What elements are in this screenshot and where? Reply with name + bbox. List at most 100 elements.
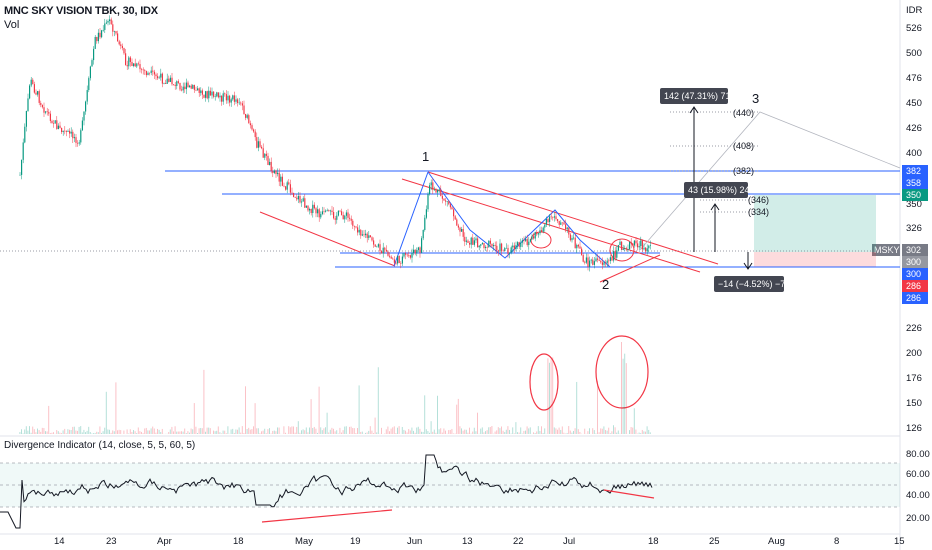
volume-bar xyxy=(19,432,21,434)
volume-bar xyxy=(158,429,160,434)
volume-bar xyxy=(435,432,437,434)
candle-body xyxy=(64,130,66,132)
volume-bar xyxy=(37,428,38,434)
candle-body xyxy=(131,61,133,67)
candle-body xyxy=(605,262,607,264)
candle-body xyxy=(197,88,199,91)
price-axis[interactable]: 526 500 476 450 426 400 350 326 xyxy=(906,23,922,234)
candle-body xyxy=(125,53,127,65)
volume-bar xyxy=(601,428,603,434)
volume-bar xyxy=(339,427,341,434)
volume-bar xyxy=(646,426,648,434)
volume-bar xyxy=(461,428,462,434)
volume-bar xyxy=(22,433,24,434)
volume-bar xyxy=(485,431,486,434)
candle-body xyxy=(368,235,370,238)
candle-body xyxy=(576,244,578,249)
volume-bar xyxy=(309,427,310,434)
long-position-loss-zone[interactable] xyxy=(754,252,876,267)
divergence-line xyxy=(261,509,393,523)
volume-bar xyxy=(262,430,264,434)
volume-axis[interactable]: 226 200 176 150 126 xyxy=(906,323,922,434)
candle-body xyxy=(413,249,415,253)
measure-box-big[interactable] xyxy=(660,88,728,104)
candlestick-series[interactable] xyxy=(19,15,651,272)
time-tick: 25 xyxy=(709,536,720,547)
candle-body xyxy=(456,219,458,226)
candle-body xyxy=(137,63,139,65)
symbol-title[interactable]: MNC SKY VISION TBK, 30, IDX xyxy=(4,5,158,17)
fib-levels[interactable] xyxy=(670,111,760,213)
measure-box-small[interactable] xyxy=(684,182,748,198)
volume-label[interactable]: Vol xyxy=(4,19,20,31)
volume-bar xyxy=(241,426,243,434)
volume-bar xyxy=(64,428,66,434)
volume-bar xyxy=(208,427,210,434)
candle-body xyxy=(229,95,231,103)
volume-bar xyxy=(424,395,426,434)
volume-bar xyxy=(153,428,155,434)
volume-bar xyxy=(390,428,392,434)
candle-body xyxy=(360,229,362,236)
candle-body xyxy=(406,254,408,256)
candle-body xyxy=(153,71,155,75)
wave-path[interactable] xyxy=(427,171,611,268)
volume-bar xyxy=(133,430,134,434)
candle-body xyxy=(464,236,466,242)
volume-bar xyxy=(326,412,328,434)
volume-bar xyxy=(331,427,333,434)
price-tick: 350 xyxy=(906,199,922,210)
candle-body xyxy=(590,259,592,261)
candle-body xyxy=(565,224,567,230)
volume-bar xyxy=(621,341,622,434)
volume-bar xyxy=(467,432,469,434)
candle-body xyxy=(608,260,610,262)
candle-body xyxy=(195,89,197,91)
candle-body xyxy=(174,84,176,86)
time-tick: 23 xyxy=(106,536,117,547)
time-tick: 22 xyxy=(513,536,524,547)
volume-bar xyxy=(169,429,171,434)
volume-bar xyxy=(629,430,630,434)
volume-bar xyxy=(622,358,624,434)
volume-bar xyxy=(352,428,354,434)
candle-body xyxy=(614,251,616,258)
volume-bar xyxy=(30,432,32,434)
time-axis[interactable]: 14 23 Apr 18 May 19 Jun 13 22 Jul 18 25 … xyxy=(54,536,905,547)
wave-path[interactable] xyxy=(393,171,429,267)
volume-bar xyxy=(297,421,299,434)
indicator-line[interactable] xyxy=(0,454,653,529)
candle-body xyxy=(582,254,584,262)
volume-bar xyxy=(46,431,48,434)
candle-body xyxy=(29,85,31,99)
candle-body xyxy=(85,101,87,112)
candle-body xyxy=(173,84,175,85)
volume-bar xyxy=(568,426,570,434)
indicator-title[interactable]: Divergence Indicator (14, close, 5, 5, 6… xyxy=(4,440,196,451)
candle-body xyxy=(249,123,251,126)
volume-bar xyxy=(201,428,203,434)
candle-body xyxy=(536,231,538,235)
candle-body xyxy=(22,142,24,160)
candle-body xyxy=(53,123,55,124)
volume-bar xyxy=(486,430,488,434)
candle-body xyxy=(445,200,447,202)
candle-body xyxy=(625,248,627,250)
volume-bar xyxy=(304,430,306,434)
volume-bar xyxy=(539,430,541,434)
candle-body xyxy=(637,243,639,248)
volume-bar xyxy=(139,431,141,434)
long-position-profit-zone[interactable] xyxy=(754,195,876,252)
volume-bar xyxy=(110,432,112,434)
volume-bar xyxy=(97,432,99,434)
measure-box-down[interactable] xyxy=(714,276,784,292)
volume-bar xyxy=(149,430,150,434)
volume-bar xyxy=(321,430,323,434)
indicator-axis[interactable]: 80.00 60.00 40.00 20.00 xyxy=(906,449,930,524)
volume-bar xyxy=(385,429,387,434)
volume-bar xyxy=(134,431,136,434)
trend-channels[interactable] xyxy=(259,171,719,283)
wave-label-3: 3 xyxy=(752,91,759,106)
volume-bar xyxy=(113,431,115,434)
